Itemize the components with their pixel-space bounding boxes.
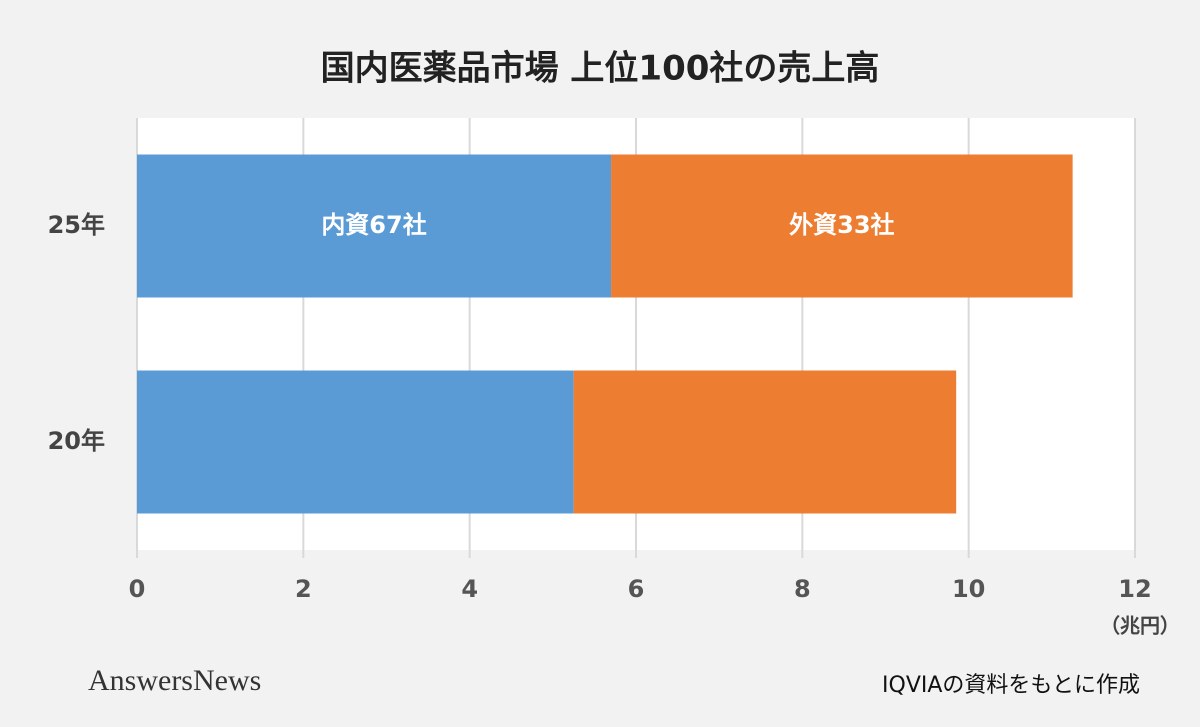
source: IQVIAの資料をもとに作成: [882, 673, 1140, 698]
x-tick-label: 2: [295, 575, 312, 603]
x-tick-label: 4: [461, 575, 478, 603]
bar: [573, 370, 957, 514]
bar: [611, 154, 1073, 298]
bar: [137, 154, 612, 298]
x-tick-label: 8: [794, 575, 811, 603]
chart-title: 国内医薬品市場 上位100社の売上高: [321, 49, 880, 89]
series-label: 内資67社: [321, 211, 426, 239]
x-tick-label: 10: [952, 575, 985, 603]
x-unit: （兆円）: [1100, 614, 1180, 638]
logo-text: AnswersNews: [88, 664, 261, 697]
x-tick-label: 6: [628, 575, 645, 603]
y-tick-label: 25年: [48, 211, 105, 239]
x-tick-label: 12: [1118, 575, 1151, 603]
series-label: 外資33社: [789, 211, 894, 239]
bar: [137, 370, 574, 514]
y-tick-label: 20年: [48, 427, 105, 455]
x-tick-label: 0: [129, 575, 146, 603]
